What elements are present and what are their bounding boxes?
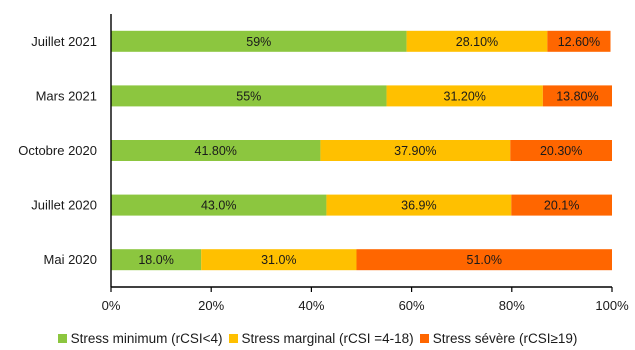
x-tick-label-5: 100% [595, 298, 629, 313]
data-label-severe-1: 13.80% [556, 89, 598, 103]
bar-segment-severe-1 [542, 85, 612, 107]
bar-segment-minimum-4 [111, 249, 202, 271]
x-tick-label-0: 0% [102, 298, 121, 313]
data-label-severe-2: 20.30% [540, 144, 582, 158]
data-label-minimum-0: 59% [246, 35, 271, 49]
data-label-minimum-2: 41.80% [195, 144, 237, 158]
bar-segment-severe-0 [547, 30, 611, 52]
data-label-severe-0: 12.60% [558, 35, 600, 49]
legend-swatch-severe [419, 333, 429, 343]
x-tick-label-3: 60% [399, 298, 425, 313]
legend-item-severe: Stress sévère (rCSI≥19) [419, 330, 578, 346]
bar-segment-severe-2 [510, 140, 612, 161]
bar-segment-minimum-2 [111, 140, 321, 161]
legend: Stress minimum (rCSI<4) Stress marginal … [0, 328, 635, 348]
data-label-minimum-1: 55% [236, 89, 261, 103]
bar-segment-marginal-1 [386, 85, 543, 107]
x-tick-label-4: 80% [499, 298, 525, 313]
bar-segment-minimum-1 [111, 85, 387, 107]
bar-segment-marginal-2 [320, 140, 511, 161]
bar-segment-minimum-3 [111, 194, 327, 216]
data-label-minimum-4: 18.0% [138, 253, 173, 267]
category-label-3: Juillet 2020 [31, 198, 97, 213]
bar-segment-marginal-4 [201, 249, 357, 271]
category-label-1: Mars 2021 [36, 88, 97, 103]
x-tick-label-2: 40% [298, 298, 324, 313]
data-label-marginal-2: 37.90% [394, 144, 436, 158]
category-label-2: Octobre 2020 [18, 143, 97, 158]
bar-segment-marginal-3 [326, 194, 512, 216]
legend-swatch-minimum [57, 333, 67, 343]
data-label-minimum-3: 43.0% [201, 199, 236, 213]
data-label-severe-4: 51.0% [467, 253, 502, 267]
legend-item-minimum: Stress minimum (rCSI<4) [57, 330, 223, 346]
bar-segment-severe-4 [356, 249, 612, 271]
x-tick-label-1: 20% [198, 298, 224, 313]
data-label-severe-3: 20.1% [544, 199, 579, 213]
bar-segment-marginal-0 [406, 30, 548, 52]
data-label-marginal-1: 31.20% [444, 89, 486, 103]
category-label-0: Juillet 2021 [31, 34, 97, 49]
legend-label-severe: Stress sévère (rCSI≥19) [432, 330, 578, 346]
category-label-4: Mai 2020 [44, 252, 97, 267]
legend-label-marginal: Stress marginal (rCSI =4-18) [241, 330, 414, 346]
legend-swatch-marginal [228, 333, 238, 343]
legend-item-marginal: Stress marginal (rCSI =4-18) [228, 330, 414, 346]
data-label-marginal-0: 28.10% [456, 35, 498, 49]
data-label-marginal-4: 31.0% [261, 253, 296, 267]
legend-label-minimum: Stress minimum (rCSI<4) [70, 330, 223, 346]
bar-segment-minimum-0 [111, 30, 407, 52]
bar-segment-severe-3 [511, 194, 612, 216]
data-label-marginal-3: 36.9% [401, 199, 436, 213]
